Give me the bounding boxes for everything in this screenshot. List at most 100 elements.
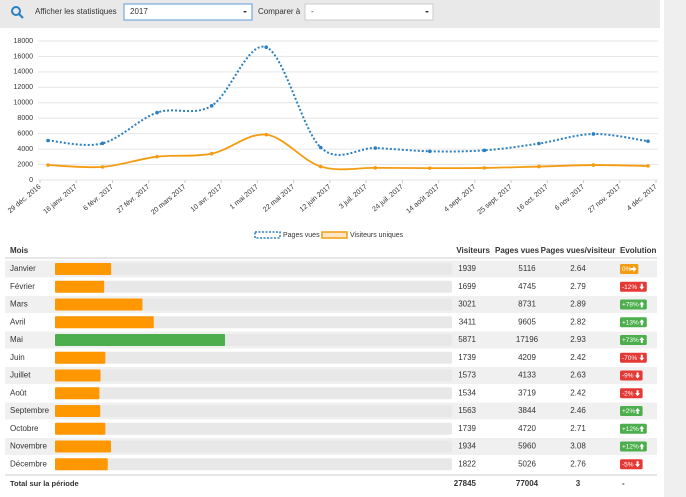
- column-header: Evolution: [620, 246, 657, 255]
- series-point: [100, 165, 105, 169]
- y-tick-label: 6000: [17, 131, 33, 138]
- cell: 1699: [458, 282, 476, 291]
- x-tick-label: 29 déc. 2016: [7, 184, 43, 215]
- cell: 2.79: [570, 282, 586, 291]
- cell: 2.42: [570, 353, 586, 362]
- select-arrow: [425, 11, 429, 13]
- series-point: [591, 132, 596, 136]
- bar-track: [55, 422, 452, 435]
- evolution-badge: [620, 317, 647, 328]
- compare-select[interactable]: [304, 3, 434, 21]
- month-name: Février: [10, 282, 35, 291]
- cell: 4133: [518, 371, 536, 380]
- y-tick-label: 12000: [14, 84, 34, 91]
- evolution-arrow: [639, 283, 645, 290]
- evolution-label: +12%: [622, 426, 639, 433]
- search-icon[interactable]: [11, 6, 24, 19]
- cell: 5026: [518, 459, 536, 468]
- visitor-bar: [55, 458, 108, 471]
- bar-track: [55, 369, 452, 382]
- year-select[interactable]: [123, 3, 253, 21]
- x-tick-label: 1 mai 2017: [229, 184, 260, 212]
- evolution-badge: [620, 335, 647, 345]
- series-line: [47, 45, 649, 156]
- column-header: Pages vues/visiteur: [541, 246, 616, 255]
- month-name: Novembre: [10, 442, 47, 451]
- cell: 9605: [518, 317, 536, 326]
- legend-swatch: [321, 231, 348, 239]
- series-line: [47, 133, 649, 171]
- y-tick-label: 2000: [17, 161, 33, 168]
- series-point: [591, 163, 596, 167]
- compare-label: Comparer à: [258, 7, 301, 16]
- cell: 2.64: [570, 264, 586, 273]
- month-name: Septembre: [10, 406, 50, 415]
- cell: 5960: [518, 442, 536, 451]
- evolution-label: +2%: [622, 408, 635, 415]
- series-point: [537, 164, 541, 169]
- series-point: [646, 139, 650, 143]
- visitor-bar: [55, 387, 100, 400]
- evolution-badge: [620, 281, 647, 292]
- series-point: [100, 141, 105, 146]
- x-tick-label: 4 déc. 2017: [626, 184, 659, 213]
- x-tick-label: 3 juil. 2017: [338, 184, 369, 211]
- visitor-bar: [55, 263, 112, 275]
- evolution-badge: [620, 423, 647, 434]
- evolution-arrow: [639, 301, 645, 308]
- cell: 1939: [458, 264, 476, 273]
- cell: 3719: [518, 388, 536, 397]
- column-header: Visiteurs: [456, 246, 490, 255]
- cell: 1739: [458, 353, 476, 362]
- x-tick-label: 22 mai 2017: [262, 184, 296, 214]
- visitor-bar: [55, 316, 154, 329]
- evolution-badge: [620, 441, 647, 452]
- column-header: Mois: [10, 246, 29, 255]
- month-name: Octobre: [10, 424, 39, 433]
- evolution-arrow: [635, 372, 641, 379]
- select-arrow: [243, 11, 247, 13]
- visitor-bar: [55, 405, 101, 417]
- evolution-label: +73%: [622, 337, 639, 344]
- visitor-bar: [55, 334, 225, 346]
- series-point: [373, 146, 378, 150]
- cell: 2.71: [570, 424, 586, 433]
- cell: 2.76: [570, 459, 586, 468]
- visitor-bar: [55, 280, 105, 293]
- total-cell: 77004: [516, 479, 539, 488]
- month-name: Juillet: [10, 371, 31, 380]
- cell: 3021: [458, 300, 476, 309]
- side-panel: [664, 0, 686, 497]
- x-tick-label: 10 avr. 2017: [190, 184, 224, 214]
- evolution-arrow: [635, 408, 641, 414]
- series-point: [155, 110, 159, 115]
- cell: 2.82: [570, 317, 586, 326]
- cell: 8731: [518, 300, 536, 309]
- evolution-arrow: [630, 266, 637, 272]
- x-tick-label: 16 oct. 2017: [516, 184, 550, 214]
- x-tick-label: 6 févr. 2017: [82, 184, 115, 213]
- cell: 5871: [458, 335, 476, 344]
- x-tick-label: 27 nov. 2017: [587, 184, 622, 215]
- evolution-arrow: [635, 390, 641, 397]
- month-name: Avril: [10, 317, 26, 326]
- evolution-label: +13%: [622, 319, 639, 326]
- cell: 3844: [518, 406, 536, 415]
- cell: 2.42: [570, 388, 586, 397]
- x-tick-label: 4 sept. 2017: [443, 184, 477, 214]
- y-tick-label: 0: [29, 177, 33, 184]
- visitor-bar: [55, 369, 101, 382]
- evolution-badge: [620, 299, 647, 310]
- series-point: [318, 164, 323, 169]
- visitor-bar: [55, 298, 143, 311]
- x-tick-label: 6 nov. 2017: [554, 184, 586, 213]
- cell: 2.63: [570, 371, 586, 380]
- bar-track: [55, 440, 452, 453]
- bar-track: [55, 316, 452, 329]
- series-point: [46, 138, 50, 143]
- cell: 17196: [516, 335, 539, 344]
- cell: 4209: [518, 353, 536, 362]
- y-tick-label: 14000: [14, 69, 34, 76]
- legend-label: Visiteurs uniques: [350, 232, 404, 239]
- cell: 2.93: [570, 335, 586, 344]
